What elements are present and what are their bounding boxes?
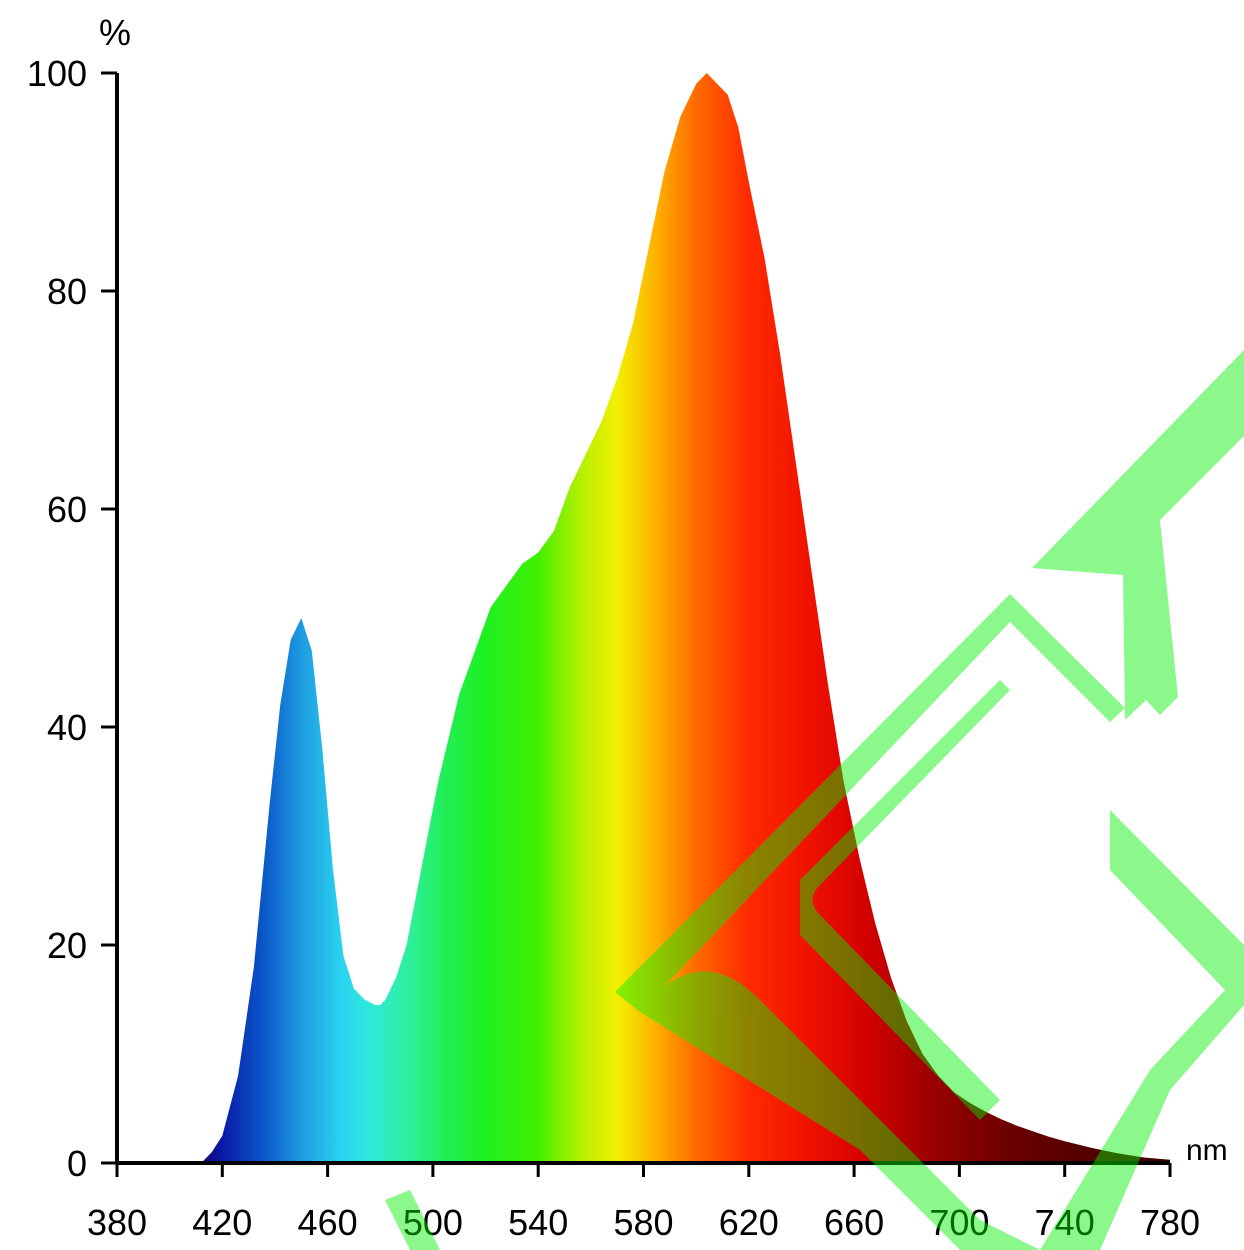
x-tick-label: 700 [929, 1202, 989, 1243]
x-tick-label: 380 [87, 1202, 147, 1243]
x-tick-label: 500 [403, 1202, 463, 1243]
plot-area [117, 73, 1170, 1163]
x-tick-label: 740 [1035, 1202, 1095, 1243]
y-ticks: 0 20 40 60 80 100 [27, 53, 117, 1184]
x-tick-label: 660 [824, 1202, 884, 1243]
x-tick-label: 620 [719, 1202, 779, 1243]
x-axis-unit-label: nm [1186, 1134, 1228, 1167]
spectrum-area [117, 73, 1170, 1163]
y-tick-label: 60 [47, 489, 87, 530]
x-tick-label: 420 [192, 1202, 252, 1243]
y-tick-label: 80 [47, 271, 87, 312]
watermark-logo [385, 350, 1244, 1250]
y-tick-label: 40 [47, 707, 87, 748]
y-tick-label: 0 [67, 1143, 87, 1184]
x-tick-label: 580 [613, 1202, 673, 1243]
x-tick-label: 780 [1140, 1202, 1200, 1243]
y-tick-label: 20 [47, 925, 87, 966]
y-axis-label: % [99, 12, 131, 53]
y-tick-label: 100 [27, 53, 87, 94]
x-ticks: 380 420 460 500 540 580 620 660 700 740 780 [87, 1163, 1200, 1243]
x-tick-label: 460 [298, 1202, 358, 1243]
x-tick-label: 540 [508, 1202, 568, 1243]
